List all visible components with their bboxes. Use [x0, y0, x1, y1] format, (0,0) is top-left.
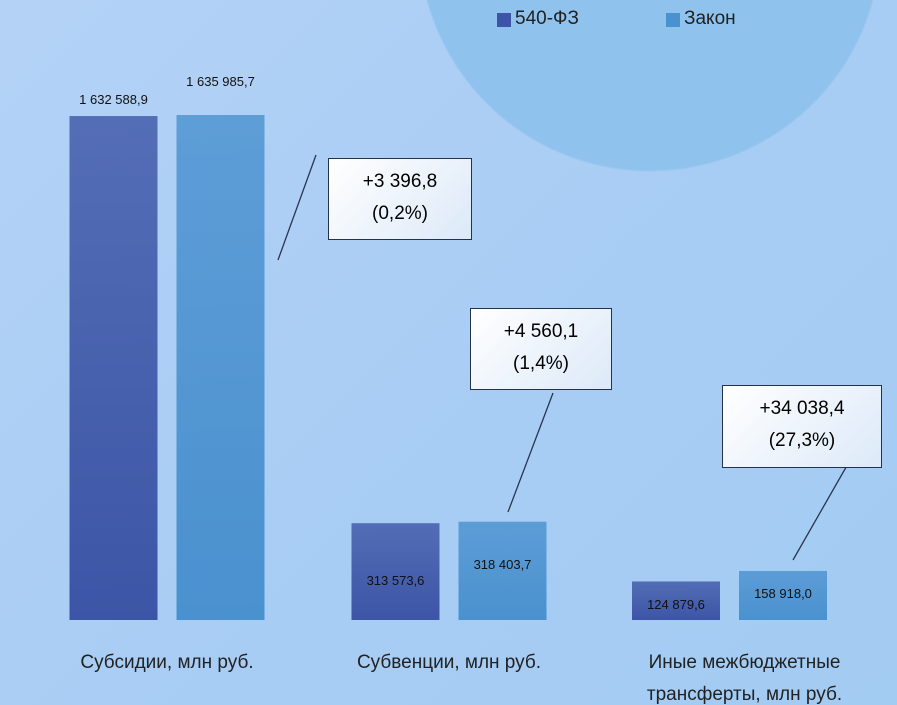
callout-text: (0,2%)	[372, 203, 428, 224]
callout-text: +4 560,1	[503, 321, 579, 342]
value-label: 318 403,7	[473, 557, 532, 572]
value-label: 1 635 985,7	[186, 74, 255, 89]
bar	[69, 116, 158, 621]
callout-text: +34 038,4	[759, 398, 845, 419]
value-label: 158 918,0	[754, 586, 812, 601]
callout-text: (1,4%)	[513, 353, 569, 374]
callout-text: +3 396,8	[362, 171, 438, 192]
category-label: Иные межбюджетные трансферты, млн руб.	[646, 652, 843, 705]
leader-line	[507, 392, 554, 513]
bar	[458, 521, 547, 620]
category-label: Субсидии, млн руб.	[80, 652, 254, 673]
bar	[176, 115, 265, 620]
leader-line	[792, 454, 854, 561]
callout: +4 560,1 (1,4%)	[470, 308, 612, 390]
callout: +3 396,8 (0,2%)	[328, 158, 472, 240]
legend-swatch	[497, 13, 511, 27]
bar	[351, 523, 440, 620]
leader-line	[277, 154, 317, 261]
value-label: 124 879,6	[647, 597, 705, 612]
callout-text: (27,3%)	[768, 430, 836, 451]
callout: +34 038,4 (27,3%)	[722, 385, 882, 468]
value-label: 313 573,6	[366, 573, 425, 588]
legend-label: 540-ФЗ	[515, 8, 579, 29]
legend-label: Закон	[684, 8, 736, 29]
value-label: 1 632 588,9	[79, 92, 148, 107]
bar	[632, 581, 720, 620]
bar	[739, 570, 827, 620]
legend-swatch	[666, 13, 680, 27]
category-label: Субвенции, млн руб.	[356, 652, 542, 673]
